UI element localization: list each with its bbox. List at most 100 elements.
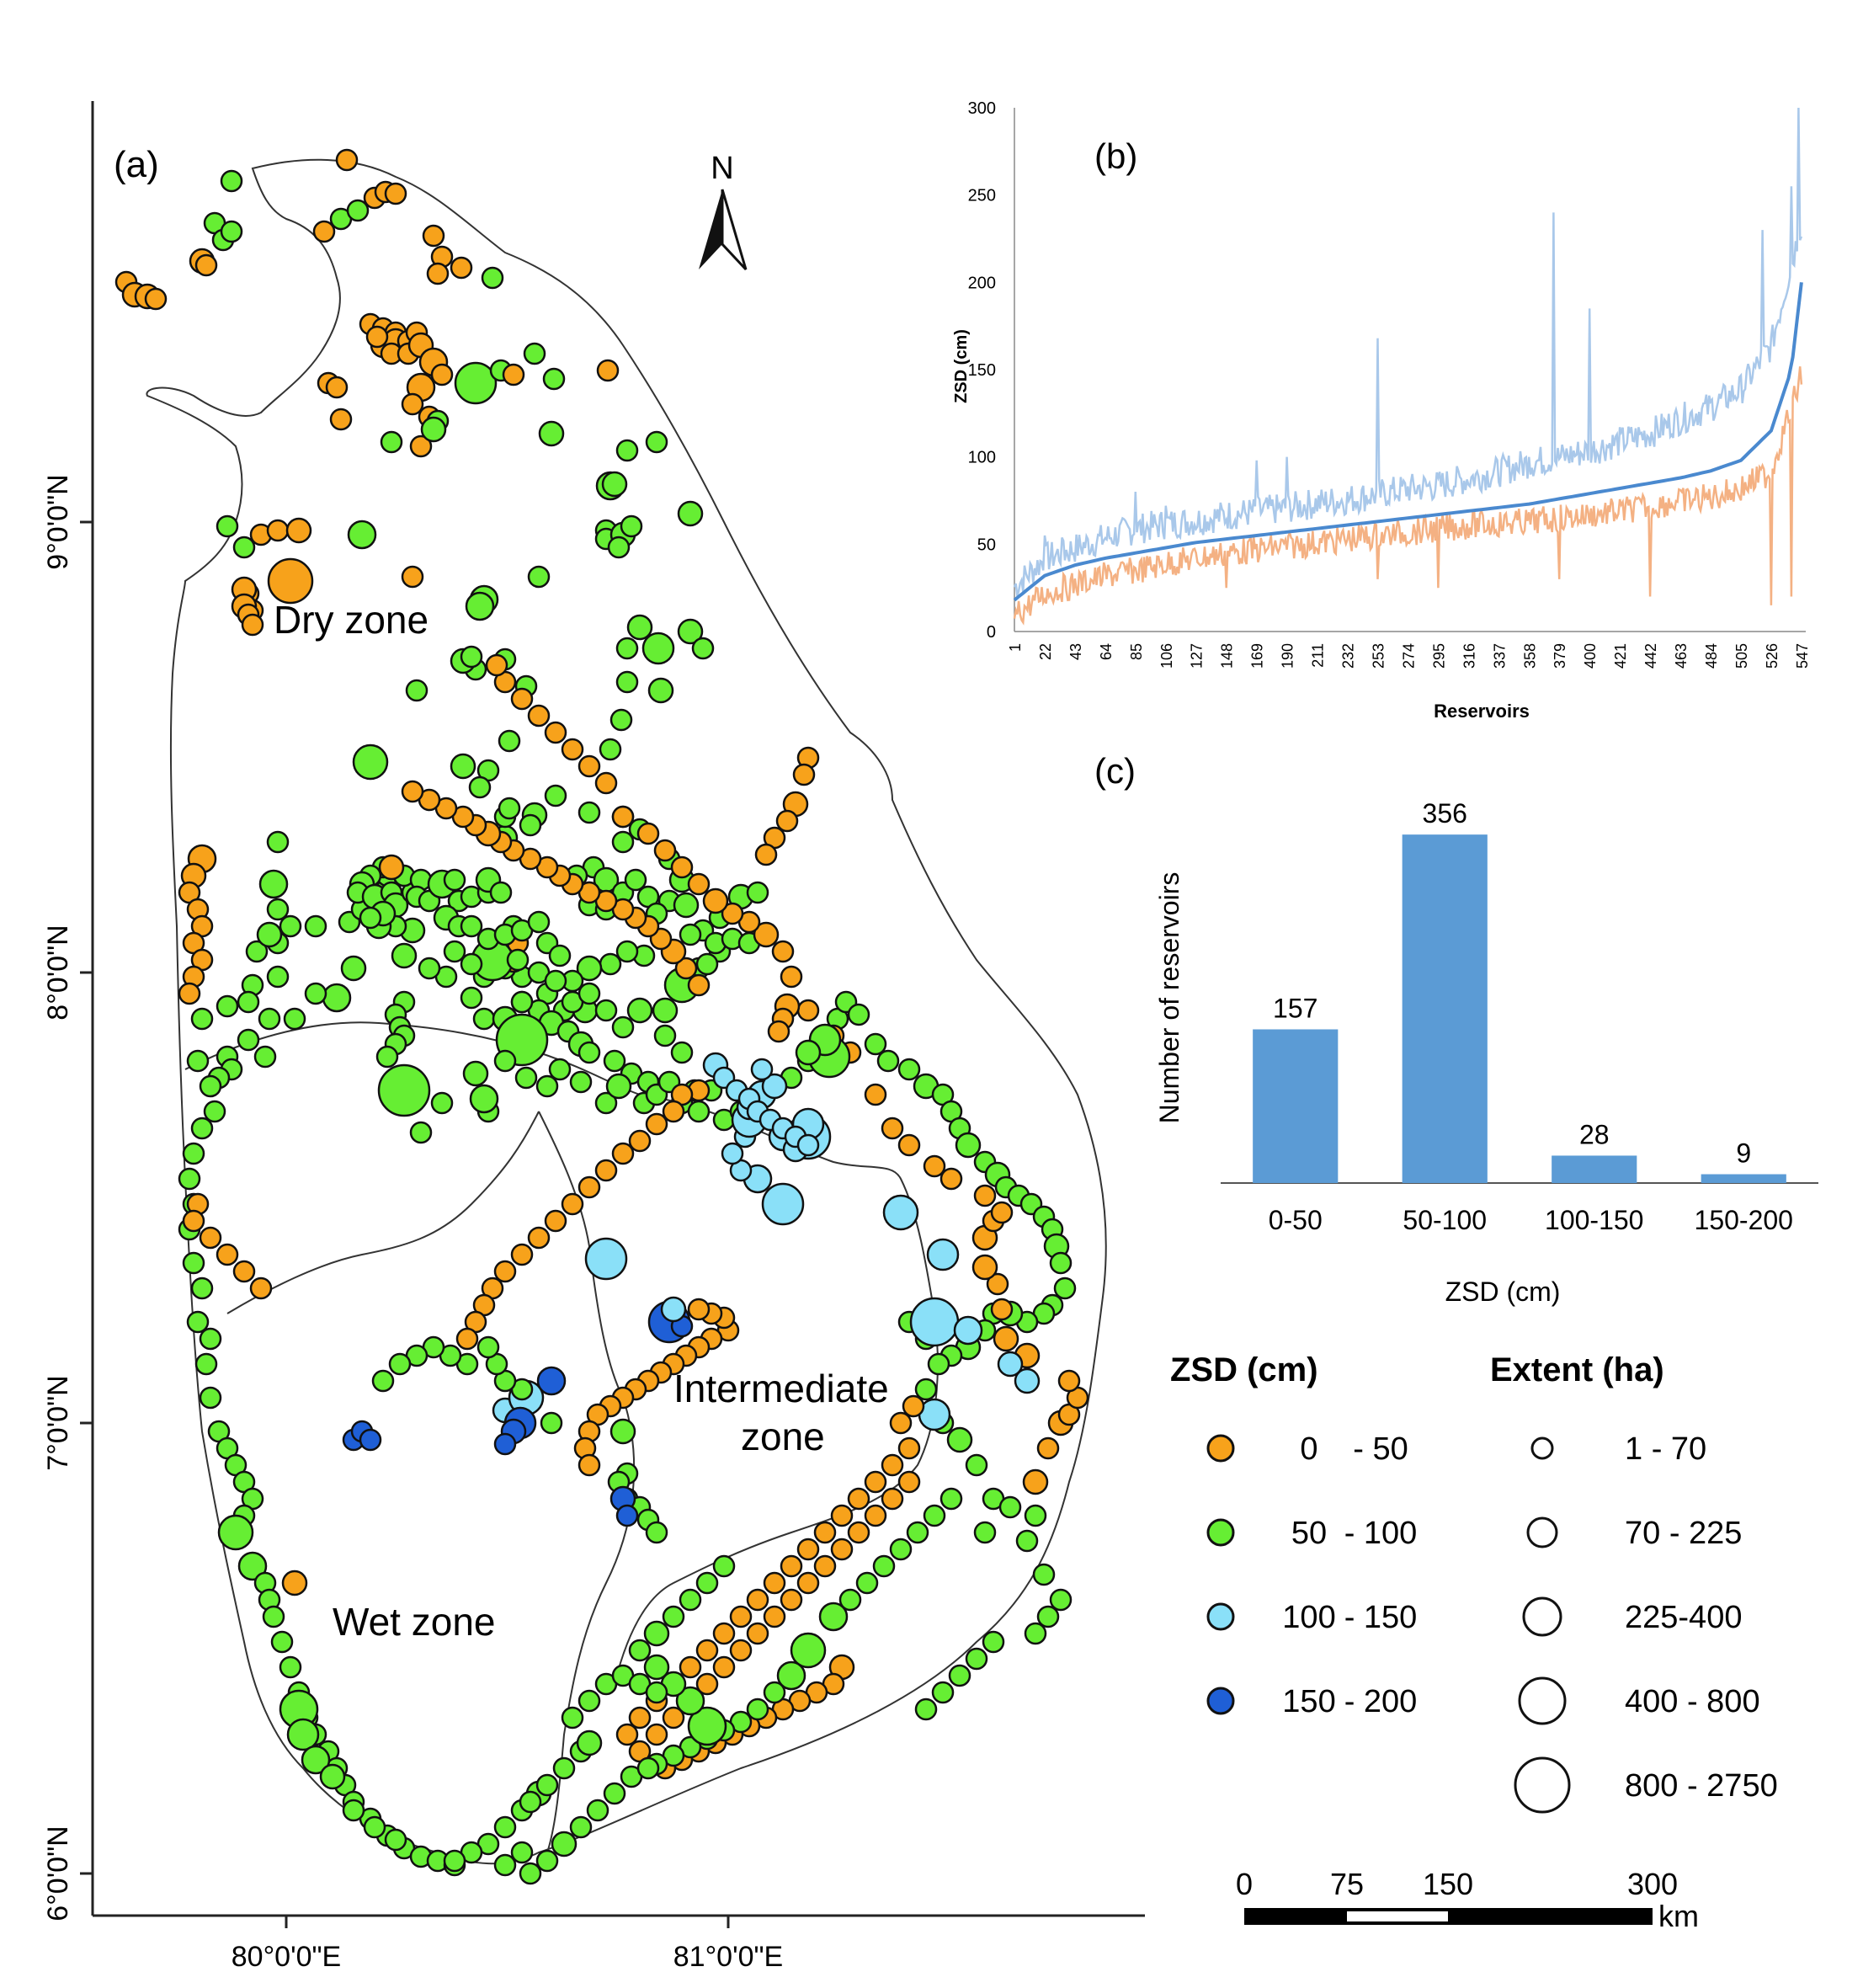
reservoir-point xyxy=(551,1831,578,1857)
reservoir-point xyxy=(586,1799,609,1822)
reservoir-point xyxy=(594,999,618,1022)
reservoir-point xyxy=(199,1386,222,1410)
reservoir-point xyxy=(249,1276,273,1300)
latitude-label: 7°0'0"N xyxy=(42,1375,74,1470)
reservoir-point xyxy=(304,914,327,938)
reservoir-point xyxy=(897,1470,921,1494)
reservoir-point xyxy=(652,997,679,1024)
line-chart-xtick: 358 xyxy=(1521,643,1538,669)
bar-category-label: 100-150 xyxy=(1545,1205,1643,1235)
legend-extent-label: 1 - 70 xyxy=(1625,1431,1706,1467)
line-chart-xtick: 463 xyxy=(1673,643,1690,669)
reservoir-point xyxy=(544,969,567,993)
intermediate-zone-label-line1: Intermediate xyxy=(673,1367,889,1410)
line-chart-axes: 0 50 100 150 200 250 300 1 22 43 64 85 106 127 148 169 1… xyxy=(968,99,1811,669)
line-chart-xtick: 106 xyxy=(1158,643,1175,669)
bar-category-label: 50-100 xyxy=(1403,1205,1487,1235)
scale-bar: 0 75 150 300 km xyxy=(1236,1867,1699,1933)
reservoir-point xyxy=(881,1453,904,1477)
reservoir-point xyxy=(643,1620,670,1647)
reservoir-point xyxy=(405,679,428,702)
reservoir-point xyxy=(746,1588,769,1612)
reservoir-point xyxy=(889,1411,913,1435)
reservoir-point xyxy=(253,1045,277,1069)
zone-boundary-wet-west xyxy=(226,1111,540,1314)
reservoir-point xyxy=(847,1521,870,1544)
reservoir-point xyxy=(660,1296,687,1323)
latitude-labels: 9°0'0"N 8°0'0"N 7°0'0"N 6°0'0"N xyxy=(42,474,74,1921)
reservoir-point xyxy=(615,940,639,963)
reservoir-point xyxy=(746,1698,769,1721)
legend-extent-symbol xyxy=(1514,1756,1571,1814)
reservoir-point xyxy=(796,1571,820,1595)
reservoir-point xyxy=(971,1254,998,1281)
reservoir-point xyxy=(460,986,483,1010)
reservoir-point xyxy=(670,1041,694,1064)
line-chart-xtick: 442 xyxy=(1642,643,1659,669)
reservoir-point xyxy=(645,1521,668,1544)
reservoir-point xyxy=(601,471,628,498)
reservoir-point xyxy=(986,1272,1009,1296)
reservoir-point xyxy=(813,1521,837,1544)
reservoir-point xyxy=(763,1681,786,1704)
reservoir-point xyxy=(460,914,483,938)
reservoir-point xyxy=(695,1639,719,1662)
legend-zsd-low: 100 xyxy=(1282,1600,1335,1635)
reservoir-point xyxy=(615,439,639,462)
scale-tick-label: 300 xyxy=(1627,1867,1678,1901)
reservoir-point xyxy=(422,224,445,248)
legend-extent-label: 70 - 225 xyxy=(1625,1516,1742,1551)
reservoir-point xyxy=(609,708,633,732)
legend-extent-label: 225-400 xyxy=(1625,1600,1742,1635)
reservoir-point xyxy=(569,1070,593,1094)
reservoir-point xyxy=(615,1723,639,1746)
north-arrow: N xyxy=(699,151,748,271)
reservoir-points xyxy=(114,148,1089,1885)
dry-zone-label: Dry zone xyxy=(274,598,428,642)
reservoir-point xyxy=(540,1411,563,1435)
reservoir-point xyxy=(266,898,290,921)
reservoir-point xyxy=(542,367,566,391)
reservoir-point xyxy=(847,1487,870,1511)
reservoir-point xyxy=(761,1073,788,1100)
legend-zsd-high: - 150 xyxy=(1344,1600,1418,1635)
legend-zsd-low: 150 xyxy=(1282,1684,1335,1719)
legend-zsd-symbol xyxy=(1206,1518,1235,1547)
reservoir-point xyxy=(190,1276,214,1300)
reservoir-point xyxy=(506,948,530,972)
reservoir-point xyxy=(232,536,256,559)
reservoir-point xyxy=(753,921,780,948)
reservoir-point xyxy=(363,1815,386,1839)
reservoir-point xyxy=(965,1647,988,1671)
panel-c-label: (c) xyxy=(1094,751,1136,791)
longitude-labels: 80°0'0"E 81°0'0"E xyxy=(232,1941,783,1973)
reservoir-point xyxy=(603,1049,626,1073)
legend-extent-label: 400 - 800 xyxy=(1625,1684,1760,1719)
reservoir-point xyxy=(270,1630,294,1654)
reservoir-point xyxy=(628,1639,652,1662)
reservoir-point xyxy=(237,1028,260,1052)
reservoir-point xyxy=(286,1718,320,1751)
reservoir-point xyxy=(544,721,567,744)
reservoir-point xyxy=(510,1243,534,1266)
reservoir-point xyxy=(190,1007,214,1031)
reservoir-point xyxy=(325,376,349,399)
reservoir-point xyxy=(767,1020,790,1043)
reservoir-point xyxy=(493,1853,517,1877)
reservoir-point xyxy=(927,1352,950,1376)
line-chart-xtick: 274 xyxy=(1400,643,1417,669)
legend-extent-symbol xyxy=(1518,1676,1567,1725)
reservoir-point xyxy=(687,872,711,896)
reservoir-point xyxy=(502,363,525,386)
line-chart-xlabel: Reservoirs xyxy=(1434,701,1530,722)
reservoir-point xyxy=(889,1538,913,1561)
reservoir-point xyxy=(493,1049,517,1073)
reservoir-point xyxy=(578,1175,601,1199)
reservoir-point xyxy=(489,881,513,904)
reservoir-point xyxy=(677,500,704,527)
reservoir-point xyxy=(982,1630,1005,1654)
reservoir-point xyxy=(561,1706,584,1730)
reservoir-point xyxy=(813,1554,837,1578)
reservoir-point xyxy=(535,1074,559,1098)
reservoir-point xyxy=(673,892,700,919)
